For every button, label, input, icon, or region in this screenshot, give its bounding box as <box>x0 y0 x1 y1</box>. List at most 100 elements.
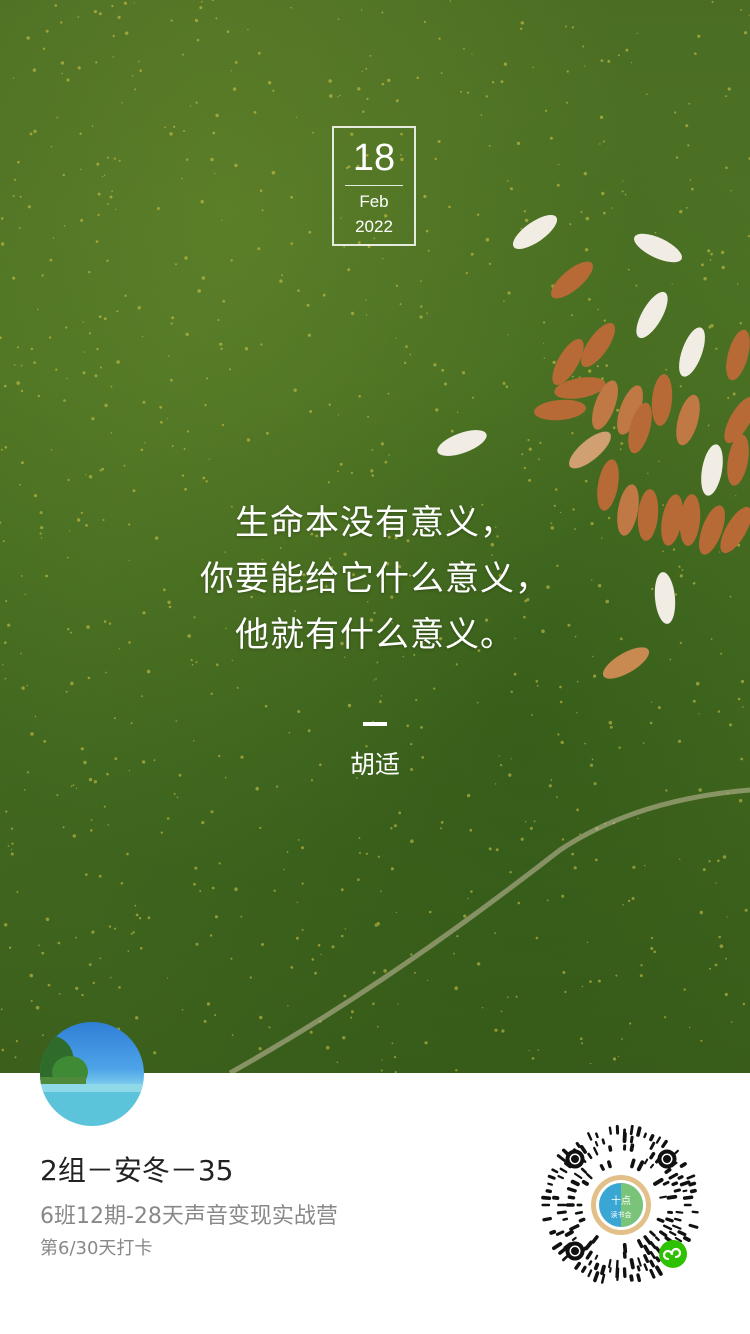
grass-speck <box>118 159 121 162</box>
grass-speck <box>677 739 682 743</box>
grass-speck <box>310 532 314 536</box>
grass-speck <box>729 595 732 598</box>
grass-speck <box>72 834 77 838</box>
grass-speck <box>480 114 483 116</box>
grass-speck <box>108 622 112 625</box>
qr-module <box>643 1132 647 1139</box>
grass-speck <box>535 936 539 940</box>
grass-speck <box>370 469 374 473</box>
grass-speck <box>128 770 131 772</box>
qr-module <box>607 1160 612 1169</box>
wechat-miniprogram-icon <box>659 1240 687 1268</box>
grass-speck <box>330 566 334 570</box>
qr-module <box>547 1174 556 1180</box>
grass-speck <box>564 990 567 994</box>
avatar[interactable] <box>40 1022 144 1126</box>
grass-speck <box>218 754 221 758</box>
grass-speck <box>737 697 741 701</box>
grass-speck <box>201 276 206 280</box>
grass-speck <box>135 1016 139 1020</box>
grass-speck <box>317 943 321 947</box>
grass-speck <box>593 674 597 678</box>
grass-speck <box>463 48 465 50</box>
qr-module <box>601 1138 606 1145</box>
grass-speck <box>194 18 199 23</box>
grass-speck <box>377 1025 379 1028</box>
grass-speck <box>29 973 34 978</box>
grass-speck <box>679 858 681 860</box>
grass-speck <box>33 361 36 364</box>
grass-speck <box>218 862 221 865</box>
grass-speck <box>366 97 369 100</box>
cow <box>617 484 639 536</box>
grass-speck <box>585 216 590 221</box>
grass-speck <box>584 248 589 252</box>
grass-speck <box>56 116 58 119</box>
grass-speck <box>310 779 314 782</box>
grass-speck <box>375 678 377 680</box>
grass-speck <box>211 886 215 890</box>
grass-speck <box>739 799 743 803</box>
grass-speck <box>163 588 166 592</box>
grass-speck <box>476 962 481 966</box>
grass-speck <box>88 963 92 966</box>
cow <box>727 434 749 486</box>
grass-speck <box>108 925 112 928</box>
grass-speck <box>40 537 43 539</box>
grass-speck <box>264 704 268 708</box>
grass-speck <box>231 1034 234 1036</box>
grass-speck <box>376 661 379 664</box>
grass-speck <box>0 448 3 451</box>
grass-speck <box>399 303 402 306</box>
grass-speck <box>601 377 604 380</box>
mini-program-qr-code[interactable]: 十点 读书会 <box>541 1125 701 1285</box>
qr-module <box>674 1236 683 1243</box>
cow <box>720 506 750 554</box>
qr-module <box>580 1167 588 1174</box>
qr-module <box>570 1179 580 1187</box>
grass-speck <box>20 461 24 465</box>
grass-speck <box>591 579 593 581</box>
grass-speck <box>498 755 500 757</box>
grass-speck <box>261 209 264 212</box>
cow <box>636 291 668 339</box>
grass-speck <box>567 623 571 627</box>
grass-speck <box>91 417 95 421</box>
grass-speck <box>112 56 114 58</box>
grass-speck <box>742 706 744 708</box>
grass-speck <box>709 967 711 970</box>
qr-module <box>581 1179 589 1186</box>
grass-speck <box>222 299 226 303</box>
grass-speck <box>106 203 109 206</box>
qr-module <box>637 1239 644 1249</box>
grass-speck <box>449 0 452 2</box>
grass-speck <box>357 87 361 91</box>
grass-speck <box>117 15 121 19</box>
grass-speck <box>571 314 574 317</box>
grass-speck <box>240 755 244 759</box>
grass-speck <box>337 18 340 21</box>
grass-speck <box>362 110 365 113</box>
grass-speck <box>169 378 173 382</box>
grass-speck <box>535 680 539 683</box>
camp-name: 6班12期-28天声音变现实战营 <box>40 1204 338 1229</box>
checkin-progress: 第6/30天打卡 <box>40 1238 153 1259</box>
grass-speck <box>739 322 742 325</box>
qr-module <box>656 1217 665 1223</box>
grass-speck <box>343 552 347 556</box>
cow <box>617 385 643 435</box>
qr-module <box>649 1268 656 1279</box>
grass-speck <box>91 930 95 934</box>
qr-module <box>557 1174 564 1180</box>
grass-speck <box>112 34 115 38</box>
grass-speck <box>106 259 109 262</box>
grass-speck <box>361 70 363 73</box>
grass-speck <box>726 916 728 918</box>
qr-module <box>630 1158 636 1169</box>
grass-speck <box>390 867 394 871</box>
grass-speck <box>381 1059 383 1061</box>
grass-speck <box>114 757 118 761</box>
grass-speck <box>128 523 131 526</box>
grass-speck <box>45 917 50 922</box>
grass-speck <box>2 540 5 543</box>
